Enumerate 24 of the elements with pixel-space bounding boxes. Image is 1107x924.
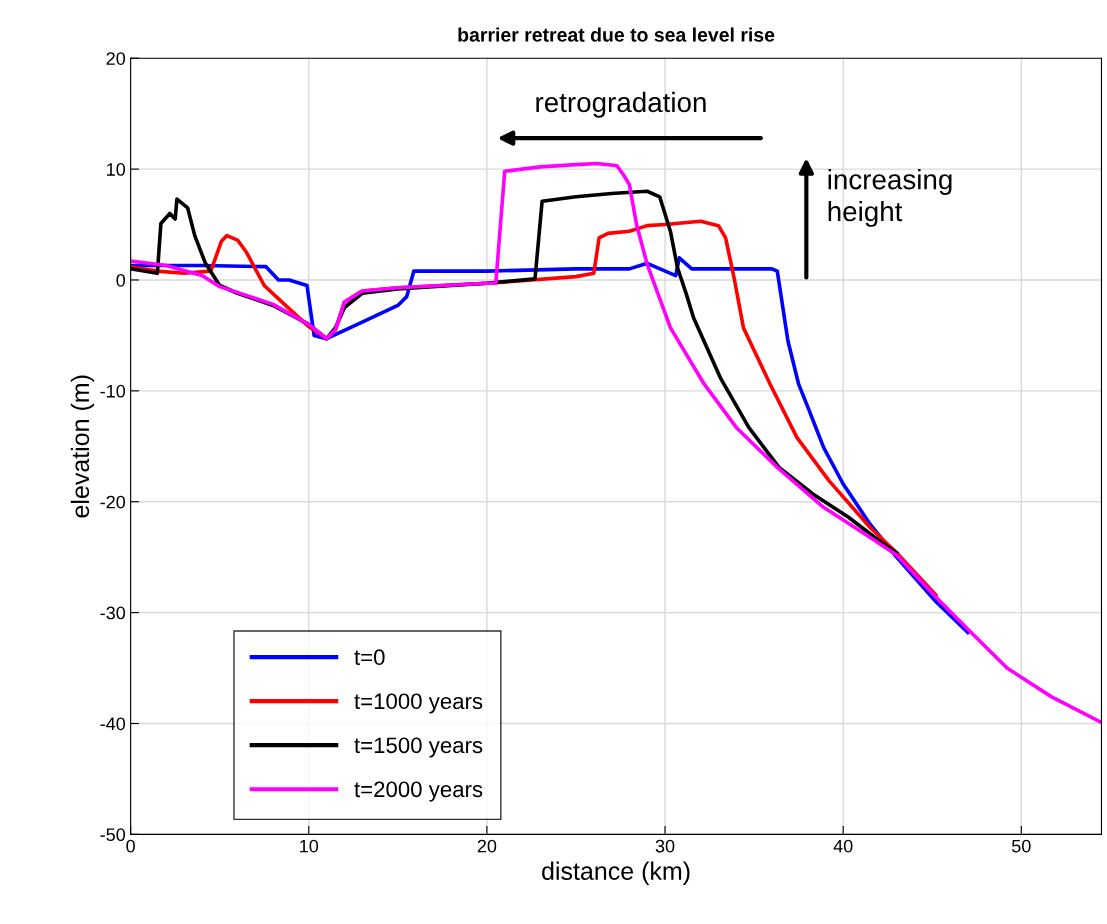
- annotation: increasing height: [828, 169, 952, 227]
- x-tick-label: 0: [126, 839, 135, 853]
- x-tick-label: 40: [833, 839, 853, 853]
- y-tick-label: -50: [100, 828, 126, 842]
- x-tick-label: 20: [477, 839, 497, 853]
- line-series: [130, 161, 1102, 725]
- y-tick-label: -30: [100, 606, 126, 620]
- y-axis-title: elevation (m): [70, 375, 95, 518]
- y-tick-label: -40: [100, 717, 126, 731]
- y-tick-label: -10: [100, 384, 126, 398]
- y-tick-label: 0: [116, 273, 126, 287]
- legend-label: t=0: [354, 649, 385, 666]
- legend-label: t=2000 years: [354, 781, 483, 802]
- legend-label: t=1500 years: [354, 737, 483, 758]
- y-tick-label: 20: [106, 52, 126, 65]
- annotation: retrogradation: [536, 91, 706, 118]
- legend-label: t=1000 years: [354, 693, 483, 714]
- x-tick-label: 30: [655, 839, 675, 853]
- chart-title: barrier retreat due to sea level rise: [458, 27, 775, 42]
- y-tick-label: 10: [107, 163, 126, 176]
- x-tick-label: 10: [300, 839, 319, 853]
- x-axis-title: distance (km): [542, 861, 690, 885]
- x-tick-label: 50: [1011, 839, 1031, 853]
- y-tick-label: -20: [100, 495, 126, 509]
